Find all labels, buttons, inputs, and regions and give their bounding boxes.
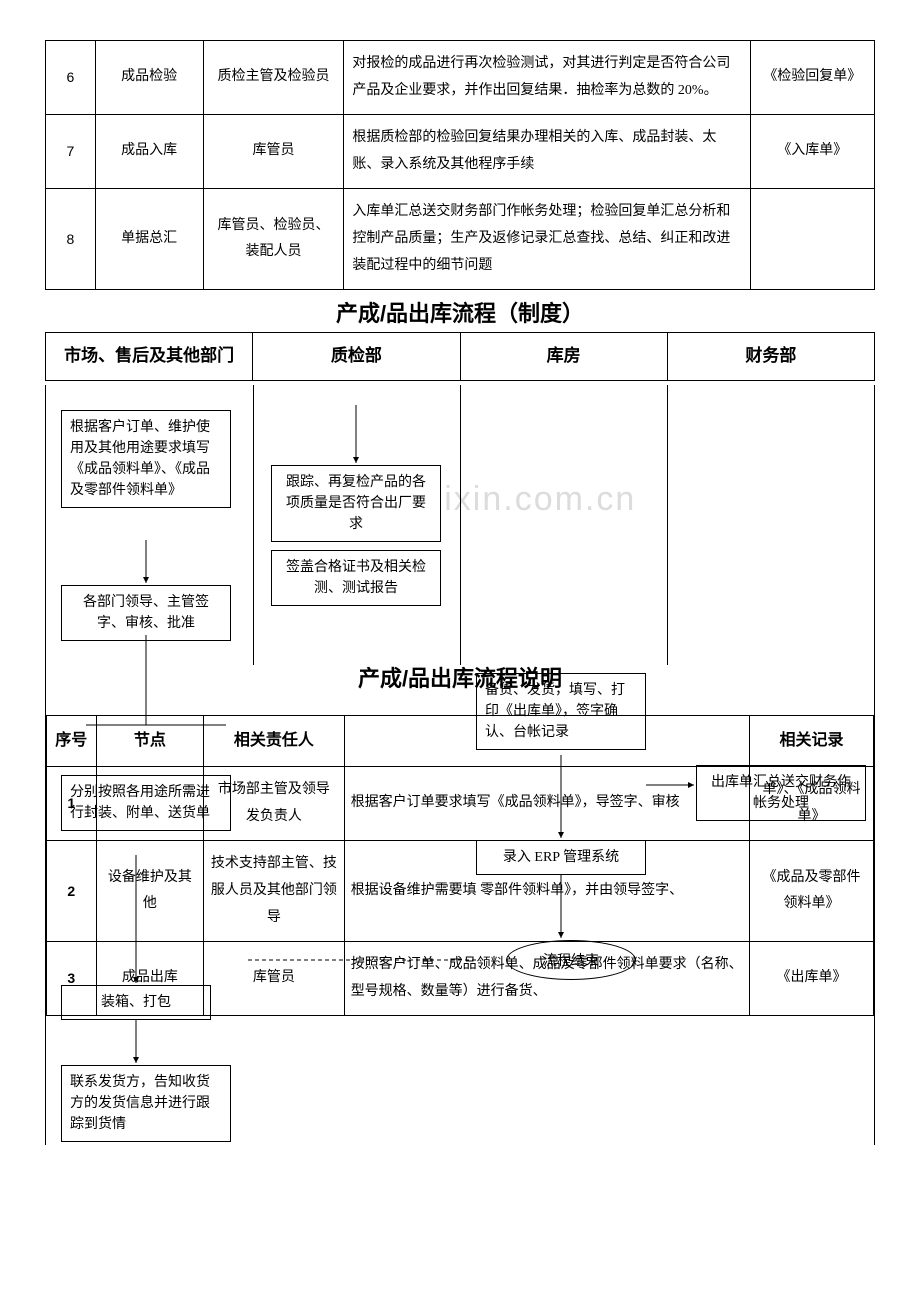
cell-rec	[750, 189, 874, 290]
flowchart-layer: www.zixin.com.cn 根据客户订单、维护使用及其他用途要求填写《成品…	[45, 385, 875, 1145]
cell-resp: 技术支持部主管、技服人员及其他部门领导	[204, 841, 345, 942]
cell-rec: 单》、《成品领料单》	[749, 767, 873, 841]
table-row: 8 单据总汇 库管员、检验员、装配人员 入库单汇总送交财务部门作帐务处理；检验回…	[46, 189, 875, 290]
cell-rec: 《入库单》	[750, 115, 874, 189]
table-row: 6 成品检验 质检主管及检验员 对报检的成品进行再次检验测试，对其进行判定是否符…	[46, 41, 875, 115]
cell-desc: 入库单汇总送交财务部门作帐务处理；检验回复单汇总分析和控制产品质量；生产及返修记…	[344, 189, 750, 290]
table-row: 7 成品入库 库管员 根据质检部的检验回复结果办理相关的入库、成品封装、太账、录…	[46, 115, 875, 189]
table2-header: 序号 节点 相关责任人 相关记录	[47, 715, 874, 766]
swimlane-header: 市场、售后及其他部门 质检部 库房 财务部	[45, 332, 875, 381]
table-row: 1 市场部主管及领导 发负责人 根据客户订单要求填写《成品领料单》，导签字、审核…	[47, 767, 874, 841]
cell-rec: 《成品及零部件领料单》	[749, 841, 873, 942]
cell-node: 成品出库	[96, 942, 204, 1016]
process-table-1: 6 成品检验 质检主管及检验员 对报检的成品进行再次检验测试，对其进行判定是否符…	[45, 40, 875, 290]
cell-node: 成品检验	[95, 41, 203, 115]
flow-box-qc-cert: 签盖合格证书及相关检测、测试报告	[271, 550, 441, 606]
cell-resp: 市场部主管及领导 发负责人	[204, 767, 345, 841]
cell-resp: 库管员、检验员、装配人员	[203, 189, 344, 290]
swimlane-col-finance: 财务部	[667, 333, 874, 381]
cell-node: 设备维护及其他	[96, 841, 204, 942]
flow-box-contact-ship: 联系发货方，告知收货方的发货信息并进行跟踪到货情	[61, 1065, 231, 1142]
swimlane-col-warehouse: 库房	[460, 333, 667, 381]
cell-node: 单据总汇	[95, 189, 203, 290]
swimlane-col-market: 市场、售后及其他部门	[46, 333, 253, 381]
cell-num: 3	[47, 942, 97, 1016]
cell-desc: 根据质检部的检验回复结果办理相关的入库、成品封装、太账、录入系统及其他程序手续	[344, 115, 750, 189]
cell-rec: 《检验回复单》	[750, 41, 874, 115]
th-rec: 相关记录	[749, 715, 873, 766]
flow-box-approve: 各部门领导、主管签字、审核、批准	[61, 585, 231, 641]
cell-resp: 库管员	[204, 942, 345, 1016]
table-row: 2 设备维护及其他 技术支持部主管、技服人员及其他部门领导 根据设备维护需要填 …	[47, 841, 874, 942]
flow-box-qc-track: 跟踪、再复检产品的各项质量是否符合出厂要求	[271, 465, 441, 542]
cell-rec: 《出库单》	[749, 942, 873, 1016]
cell-num: 7	[46, 115, 96, 189]
cell-num: 1	[47, 767, 97, 841]
cell-num: 8	[46, 189, 96, 290]
cell-resp: 质检主管及检验员	[203, 41, 344, 115]
cell-node: 成品入库	[95, 115, 203, 189]
cell-desc: 根据客户订单要求填写《成品领料单》，导签字、审核	[344, 767, 749, 841]
th-desc	[344, 715, 749, 766]
cell-desc: 根据设备维护需要填 零部件领料单》，并由领导签字、	[344, 841, 749, 942]
cell-num: 6	[46, 41, 96, 115]
th-resp: 相关责任人	[204, 715, 345, 766]
cell-node	[96, 767, 204, 841]
section-title-flow: 产成/品出库流程（制度）	[45, 296, 875, 328]
section-title-explain: 产成/品出库流程说明	[46, 661, 874, 693]
th-node: 节点	[96, 715, 204, 766]
cell-num: 2	[47, 841, 97, 942]
process-table-2: 序号 节点 相关责任人 相关记录 1 市场部主管及领导 发负责人 根据客户订单要…	[46, 715, 874, 1017]
cell-resp: 库管员	[203, 115, 344, 189]
table-row: 3 成品出库 库管员 按照客户订单、成品领料单、成品及零部件领料单要求（名称、型…	[47, 942, 874, 1016]
swimlane-col-qc: 质检部	[253, 333, 460, 381]
th-seq: 序号	[47, 715, 97, 766]
cell-desc: 对报检的成品进行再次检验测试，对其进行判定是否符合公司产品及企业要求，并作出回复…	[344, 41, 750, 115]
cell-desc: 按照客户订单、成品领料单、成品及零部件领料单要求（名称、型号规格、数量等）进行备…	[344, 942, 749, 1016]
flow-box-order-fill: 根据客户订单、维护使用及其他用途要求填写《成品领料单》、《成品及零部件领料单》	[61, 410, 231, 508]
